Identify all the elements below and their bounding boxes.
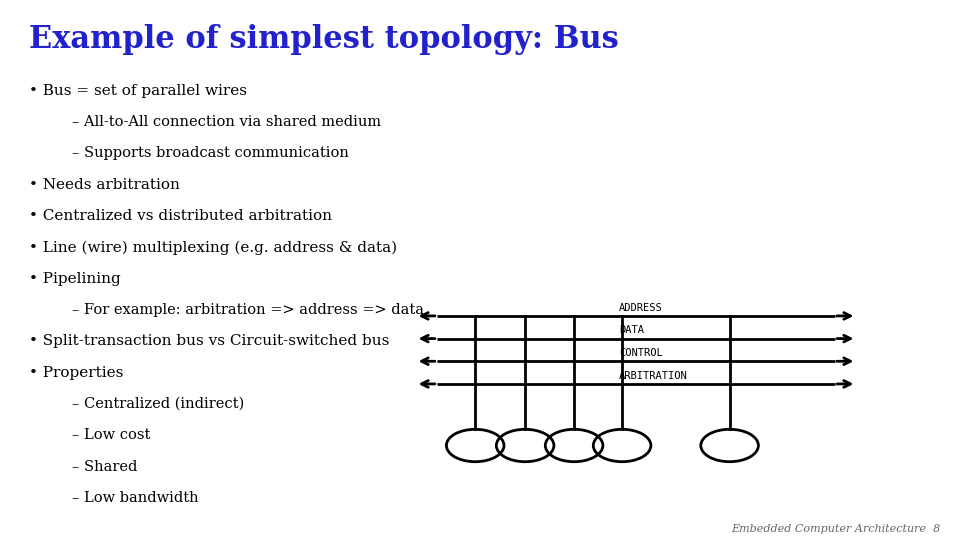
Text: DATA: DATA — [619, 325, 644, 335]
Text: – Low bandwidth: – Low bandwidth — [72, 491, 199, 505]
Text: ARBITRATION: ARBITRATION — [619, 370, 688, 381]
Text: Embedded Computer Architecture  8: Embedded Computer Architecture 8 — [732, 523, 941, 534]
Text: • Line (wire) multiplexing (e.g. address & data): • Line (wire) multiplexing (e.g. address… — [29, 240, 396, 255]
Text: – Centralized (indirect): – Centralized (indirect) — [72, 397, 244, 411]
Text: ADDRESS: ADDRESS — [619, 302, 663, 313]
Text: Example of simplest topology: Bus: Example of simplest topology: Bus — [29, 24, 618, 55]
Text: • Properties: • Properties — [29, 366, 123, 380]
Text: – Supports broadcast communication: – Supports broadcast communication — [72, 146, 348, 160]
Text: • Bus = set of parallel wires: • Bus = set of parallel wires — [29, 84, 247, 98]
Text: • Pipelining: • Pipelining — [29, 272, 121, 286]
Text: – Shared: – Shared — [72, 460, 137, 474]
Text: • Needs arbitration: • Needs arbitration — [29, 178, 180, 192]
Text: • Centralized vs distributed arbitration: • Centralized vs distributed arbitration — [29, 209, 332, 223]
Text: – All-to-All connection via shared medium: – All-to-All connection via shared mediu… — [72, 115, 381, 129]
Text: – For example: arbitration => address => data: – For example: arbitration => address =>… — [72, 303, 424, 317]
Text: – Low cost: – Low cost — [72, 428, 151, 442]
Text: • Split-transaction bus vs Circuit-switched bus: • Split-transaction bus vs Circuit-switc… — [29, 334, 389, 348]
Text: CONTROL: CONTROL — [619, 348, 663, 358]
